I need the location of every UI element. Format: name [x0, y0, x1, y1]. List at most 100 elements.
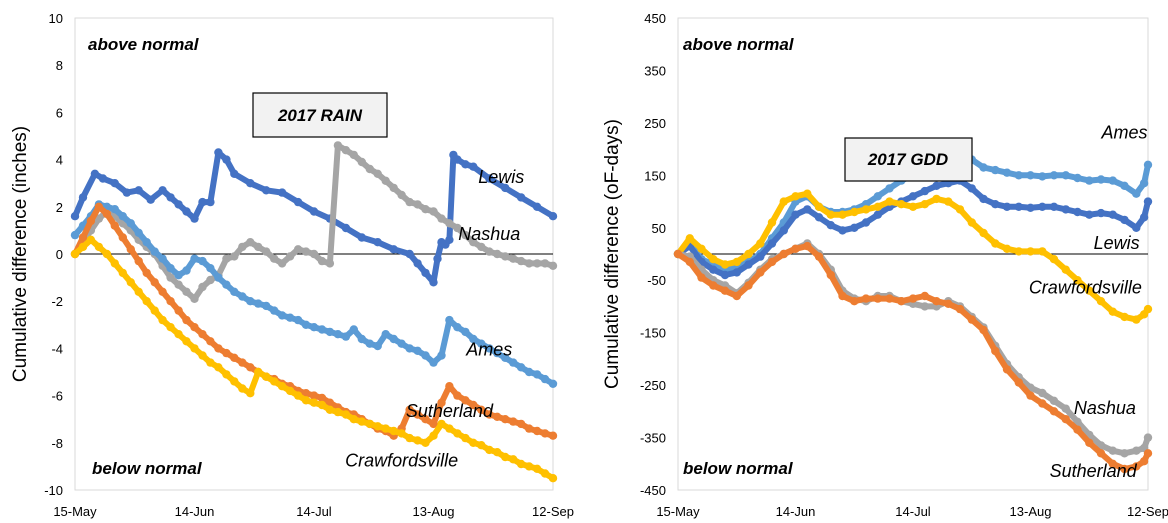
rain-point-nashua — [309, 249, 319, 259]
rain-point-sutherland — [429, 419, 438, 429]
gdd-point-lewis — [1108, 210, 1118, 219]
rain-x-tick-labels: 15-May 14-Jun 14-Jul 13-Aug 12-Sep — [53, 504, 574, 519]
rain-below-normal-note: below normal — [92, 459, 203, 478]
rain-point-ames — [150, 247, 159, 256]
rain-point-crawfordsville — [118, 268, 128, 278]
rain-point-sutherland — [134, 256, 143, 266]
rain-point-sutherland — [413, 410, 422, 419]
gdd-point-lewis — [908, 192, 918, 201]
gdd-point-ames — [1085, 176, 1094, 185]
rain-point-lewis — [134, 186, 143, 195]
gdd-point-crawfordsville — [920, 200, 929, 209]
gdd-point-sutherland — [1120, 464, 1129, 474]
rain-point-lewis — [182, 207, 191, 216]
gdd-point-sutherland — [744, 281, 753, 290]
rain-point-crawfordsville — [309, 398, 319, 407]
rain-point-crawfordsville — [485, 445, 494, 455]
gdd-point-sutherland — [709, 281, 718, 290]
rain-point-ames — [270, 306, 279, 315]
gdd-point-crawfordsville — [732, 257, 741, 267]
gdd-y-tick-label: -450 — [640, 483, 666, 498]
rain-point-crawfordsville — [270, 377, 279, 386]
gdd-point-lewis — [979, 194, 988, 204]
gdd-point-sutherland — [1132, 462, 1141, 471]
rain-point-nashua — [190, 294, 199, 303]
rain-point-crawfordsville — [413, 436, 422, 445]
rain-point-ames — [70, 230, 80, 240]
rain-point-crawfordsville — [277, 382, 287, 391]
gdd-point-lewis — [838, 226, 847, 235]
rain-point-crawfordsville — [333, 407, 343, 417]
rain-point-sutherland — [158, 287, 167, 296]
gdd-point-crawfordsville — [1002, 244, 1012, 253]
rain-point-lewis — [98, 174, 108, 183]
rain-point-nashua — [437, 214, 446, 223]
rain-point-crawfordsville — [453, 429, 462, 438]
rain-point-ames — [516, 363, 526, 372]
rain-point-lewis — [532, 202, 542, 211]
gdd-y-tick-labels: 450 350 250 150 50 -50 -150 -250 -350 -450 — [640, 11, 666, 498]
rain-y-tick-label: 6 — [56, 105, 63, 120]
gdd-point-nashua — [1120, 449, 1129, 458]
gdd-point-crawfordsville — [1014, 247, 1023, 256]
rain-point-crawfordsville — [94, 242, 104, 252]
rain-y-tick-labels: 10 8 6 4 2 0 -2 -4 -6 -8 -10 — [44, 11, 63, 498]
gdd-point-ames — [1096, 175, 1106, 184]
rain-point-crawfordsville — [357, 417, 366, 426]
gdd-point-sutherland — [1049, 407, 1059, 416]
gdd-point-crawfordsville — [1026, 247, 1035, 256]
rain-y-tick-label: 10 — [49, 11, 63, 26]
rain-point-crawfordsville — [516, 459, 526, 469]
rain-point-lewis — [174, 200, 183, 209]
gdd-chart-title: 2017 GDD — [867, 150, 948, 169]
rain-point-lewis — [485, 174, 494, 183]
gdd-point-ames — [1049, 171, 1059, 180]
rain-point-ames — [293, 315, 303, 325]
gdd-series-label-ames: Ames — [1100, 123, 1147, 143]
gdd-point-lewis — [1073, 207, 1082, 217]
rain-point-nashua — [222, 254, 231, 263]
rain-point-sutherland — [309, 391, 319, 400]
rain-point-nashua — [477, 242, 486, 252]
rain-point-lewis — [206, 197, 215, 207]
rain-point-crawfordsville — [230, 377, 239, 386]
gdd-series-group — [673, 152, 1153, 474]
gdd-y-tick-label: 50 — [652, 221, 666, 236]
gdd-point-sutherland — [955, 304, 965, 314]
rain-point-nashua — [301, 247, 311, 256]
rain-point-crawfordsville — [524, 462, 534, 471]
rain-point-crawfordsville — [325, 405, 335, 414]
gdd-point-sutherland — [720, 286, 730, 295]
gdd-point-lewis — [861, 218, 871, 227]
rain-point-ames — [285, 313, 295, 322]
rain-point-crawfordsville — [429, 431, 438, 440]
rain-above-normal-note: above normal — [88, 35, 200, 54]
rain-point-ames — [254, 299, 263, 308]
rain-point-nashua — [206, 275, 215, 285]
gdd-point-ames — [1061, 171, 1071, 180]
rain-point-nashua — [493, 249, 502, 259]
gdd-point-ames — [885, 184, 894, 193]
rain-point-sutherland — [548, 431, 558, 440]
rain-point-lewis — [501, 183, 510, 193]
gdd-point-crawfordsville — [955, 205, 965, 214]
rain-point-sutherland — [198, 330, 207, 339]
gdd-point-nashua — [1132, 446, 1141, 455]
rain-point-nashua — [270, 254, 279, 263]
gdd-series-labels: Ames Lewis Crawfordsville Nashua Sutherland — [1029, 123, 1148, 481]
gdd-point-ames — [1002, 168, 1012, 177]
rain-x-tick-label: 15-May — [53, 504, 97, 519]
gdd-point-lewis — [779, 226, 788, 235]
rain-point-sutherland — [421, 415, 430, 424]
gdd-point-sutherland — [1108, 459, 1118, 468]
gdd-point-crawfordsville — [850, 207, 859, 217]
gdd-point-crawfordsville — [1085, 286, 1094, 295]
rain-point-sutherland — [110, 221, 120, 230]
rain-point-nashua — [532, 259, 542, 268]
gdd-y-tick-label: -150 — [640, 326, 666, 341]
gdd-chart: 450 350 250 150 50 -50 -150 -250 -350 -450 15-May… — [602, 11, 1168, 519]
gdd-point-crawfordsville — [991, 239, 1000, 248]
gdd-point-nashua — [1143, 433, 1153, 442]
rain-point-sutherland — [86, 216, 96, 226]
gdd-point-lewis — [803, 205, 812, 214]
